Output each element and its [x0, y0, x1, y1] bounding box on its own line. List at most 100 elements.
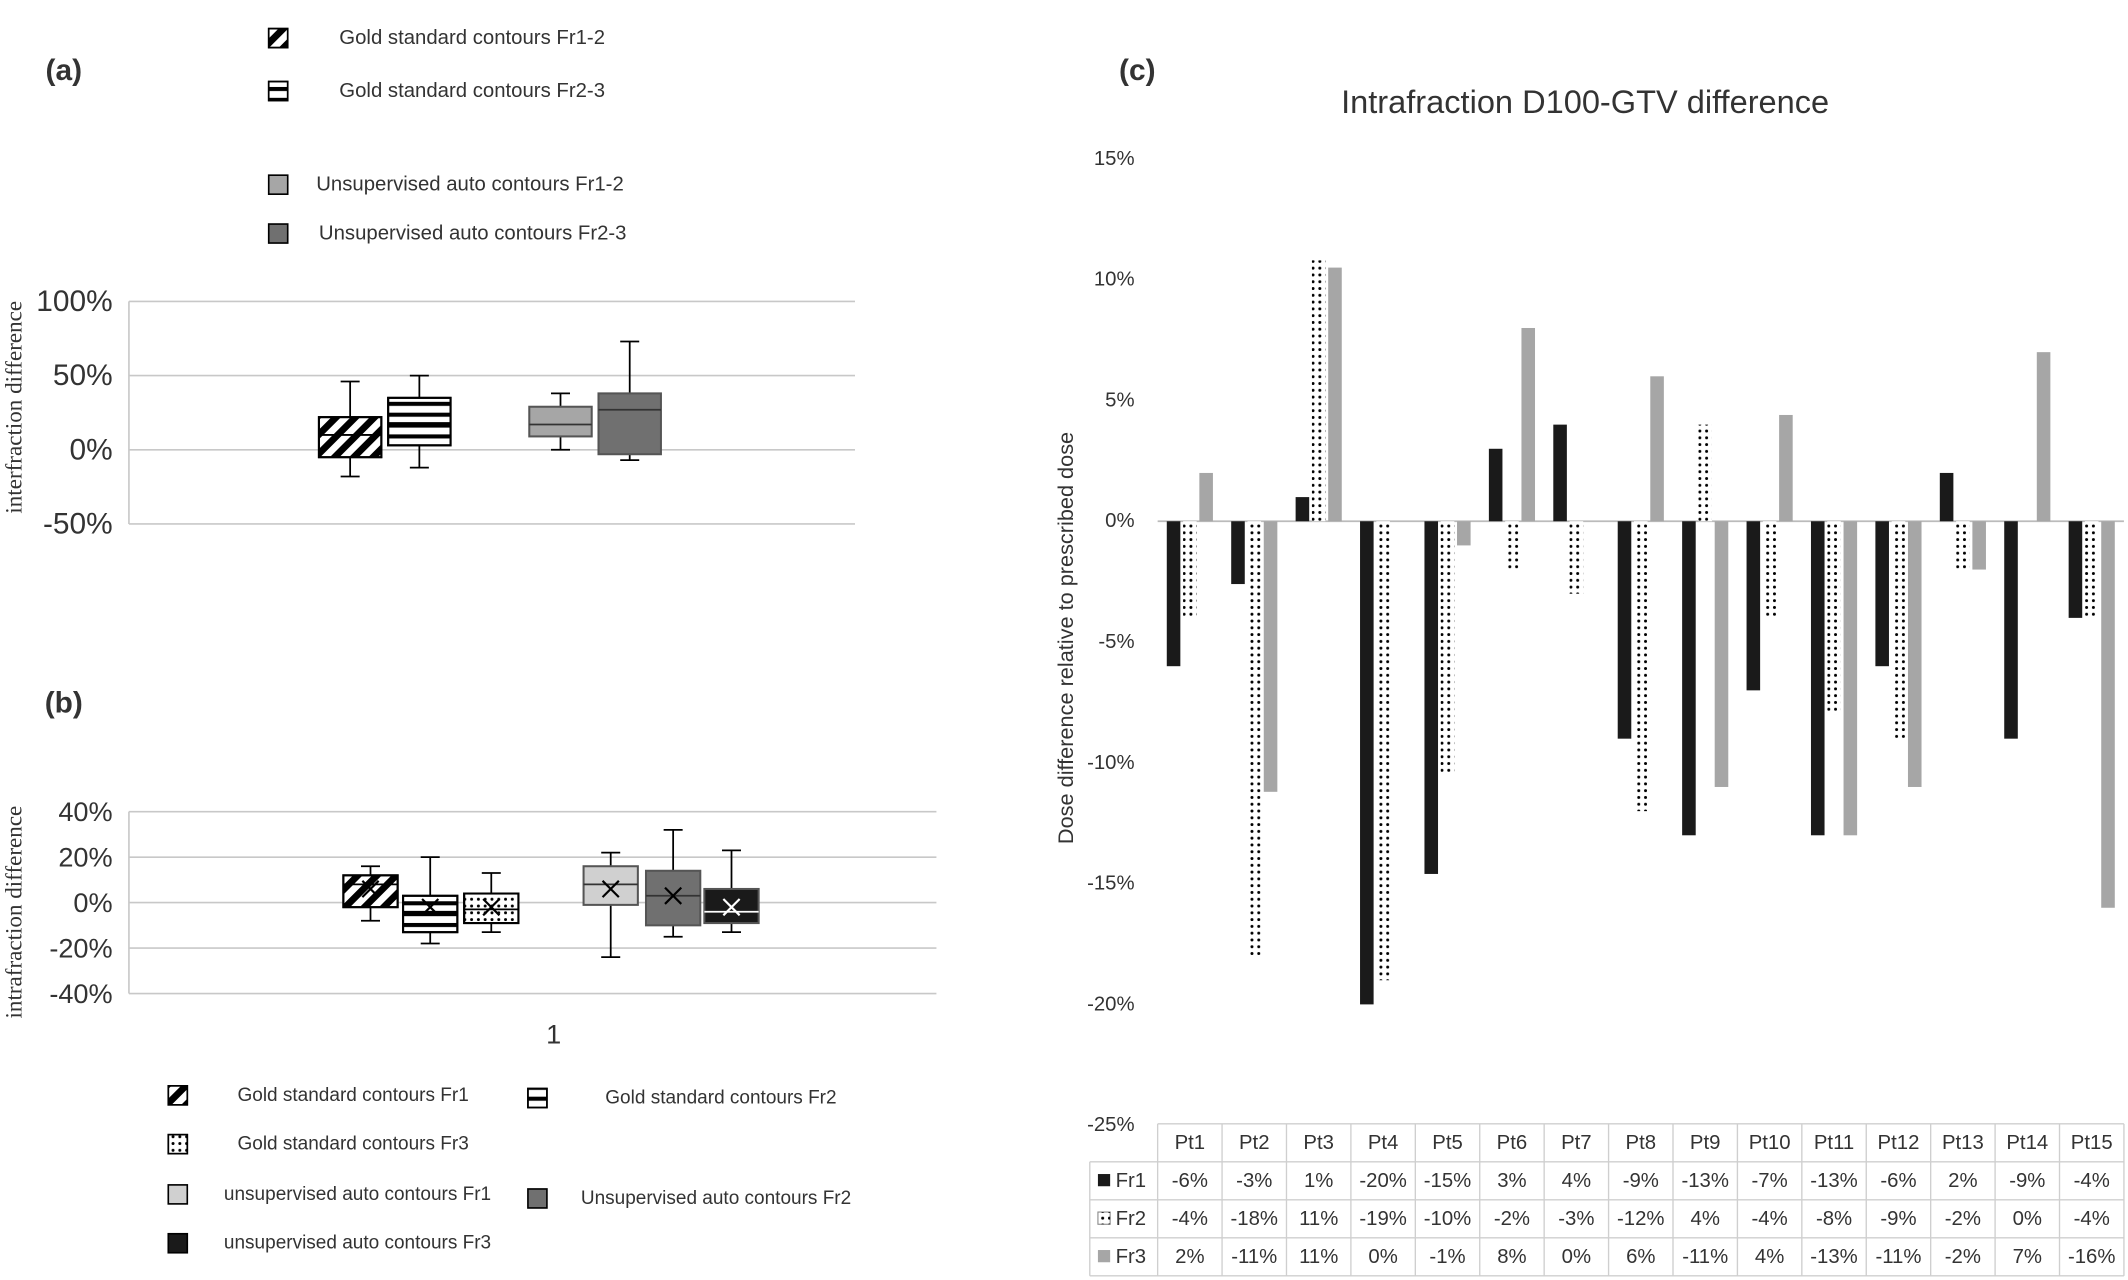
- bar: [1295, 497, 1310, 522]
- table-header: Pt13: [1942, 1132, 1984, 1154]
- table-cell: 7%: [2013, 1246, 2042, 1268]
- bar-pattern: [1634, 521, 1648, 812]
- y-tick-label: 40%: [58, 796, 112, 827]
- bar: [1424, 521, 1439, 874]
- table-cell: -13%: [1810, 1246, 1858, 1268]
- table-header: Pt9: [1690, 1132, 1721, 1154]
- box: [528, 405, 593, 438]
- table-cell: 4%: [1691, 1208, 1720, 1230]
- table-cell: 0%: [2013, 1208, 2042, 1230]
- y-tick-label: -5%: [1098, 631, 1134, 653]
- table-cell: -2%: [1494, 1208, 1530, 1230]
- table-cell: -7%: [1752, 1170, 1788, 1192]
- legend-label: Gold standard contours Fr2: [605, 1088, 836, 1109]
- table-header: Pt1: [1175, 1132, 1206, 1154]
- legend-label: unsupervised auto contours Fr1: [224, 1184, 491, 1205]
- legend-label: Fr3: [1116, 1246, 1147, 1268]
- bar: [1328, 267, 1342, 522]
- bar: [1263, 521, 1278, 792]
- y-tick-label: 0%: [73, 887, 112, 918]
- y-tick-label: -25%: [1087, 1114, 1135, 1136]
- bar-pattern: [1762, 521, 1777, 618]
- panel-label: (b): [45, 687, 83, 720]
- y-tick-label: 100%: [36, 285, 112, 318]
- legend-swatch-pattern: [267, 27, 289, 49]
- bar-pattern: [1569, 521, 1584, 594]
- bar: [1972, 521, 1986, 570]
- table-cell: -2%: [1945, 1246, 1981, 1268]
- table-header: Pt8: [1626, 1132, 1657, 1154]
- bar: [1617, 521, 1632, 739]
- legend-swatch-pattern: [267, 80, 289, 102]
- table-cell: 8%: [1497, 1246, 1526, 1268]
- bar: [1553, 424, 1567, 522]
- table-header: Pt5: [1432, 1132, 1463, 1154]
- mean-marker: [421, 898, 440, 917]
- bar-pattern: [1440, 521, 1455, 773]
- table-header: Pt6: [1497, 1132, 1528, 1154]
- bar: [1843, 521, 1858, 836]
- legend-swatch: [267, 174, 289, 195]
- box-pattern: [387, 396, 452, 447]
- table-cell: -4%: [2074, 1170, 2110, 1192]
- table-cell: 11%: [1299, 1208, 1338, 1230]
- table-cell: 4%: [1562, 1170, 1591, 1192]
- table-cell: -6%: [1880, 1170, 1916, 1192]
- table-cell: 6%: [1626, 1246, 1655, 1268]
- bar-pattern: [2084, 521, 2099, 618]
- box: [582, 865, 639, 906]
- box-pattern: [342, 874, 399, 909]
- bar: [1779, 414, 1793, 522]
- legend-swatch: [167, 1232, 189, 1254]
- table-cell: 4%: [1755, 1246, 1784, 1268]
- table-cell: -19%: [1359, 1208, 1407, 1230]
- table-header: Pt11: [1814, 1132, 1854, 1154]
- y-tick-label: -40%: [49, 978, 112, 1009]
- bar: [1166, 521, 1181, 667]
- table-cell: -16%: [2068, 1246, 2116, 1268]
- table-cell: 1%: [1304, 1170, 1333, 1192]
- bar-pattern: [1956, 521, 1970, 570]
- table-cell: 0%: [1368, 1246, 1397, 1268]
- bar: [2101, 521, 2115, 908]
- bar: [1360, 521, 1374, 1005]
- table-cell: -8%: [1816, 1208, 1852, 1230]
- table-header: Pt4: [1368, 1132, 1399, 1154]
- bar: [1521, 327, 1536, 522]
- panel-label: (c): [1119, 54, 1155, 87]
- table-header: Pt14: [2006, 1132, 2048, 1154]
- panel-label: (a): [46, 54, 82, 87]
- mean-marker: [361, 880, 380, 898]
- legend-label: Gold standard contours Fr3: [238, 1134, 469, 1155]
- legend-label: Unsupervised auto contours Fr2: [581, 1188, 851, 1209]
- mean-marker: [601, 880, 620, 898]
- bar-pattern: [1505, 521, 1519, 570]
- y-axis-label: Dose difference relative to prescribed d…: [1053, 432, 1078, 844]
- bar: [1231, 521, 1245, 585]
- y-axis-label: intrafraction difference: [1, 806, 27, 1019]
- table-cell: 11%: [1299, 1246, 1338, 1268]
- table-cell: -4%: [2074, 1208, 2110, 1230]
- table-header: Pt7: [1561, 1132, 1592, 1154]
- box-pattern: [317, 416, 383, 459]
- legend-label: unsupervised auto contours Fr3: [224, 1233, 491, 1254]
- bar: [1907, 521, 1922, 787]
- table-cell: -2%: [1945, 1208, 1981, 1230]
- y-tick-label: -20%: [1087, 993, 1135, 1015]
- legend-swatch: [167, 1184, 189, 1205]
- legend-label: Gold standard contours Fr1-2: [339, 27, 605, 49]
- legend-label: Unsupervised auto contours Fr1-2: [316, 174, 624, 196]
- bar: [1746, 521, 1761, 691]
- y-tick-label: 5%: [1105, 389, 1134, 411]
- y-tick-label: -15%: [1087, 873, 1135, 895]
- table-cell: -10%: [1424, 1208, 1472, 1230]
- table-header: Pt10: [1749, 1132, 1791, 1154]
- bar: [1714, 521, 1729, 787]
- table-cell: -3%: [1236, 1170, 1272, 1192]
- legend-swatch-pattern: [1097, 1212, 1111, 1225]
- bar-pattern: [1698, 424, 1712, 522]
- mean-marker: [664, 886, 683, 905]
- table-header: Pt15: [2071, 1132, 2113, 1154]
- table-cell: -11%: [1875, 1246, 1921, 1268]
